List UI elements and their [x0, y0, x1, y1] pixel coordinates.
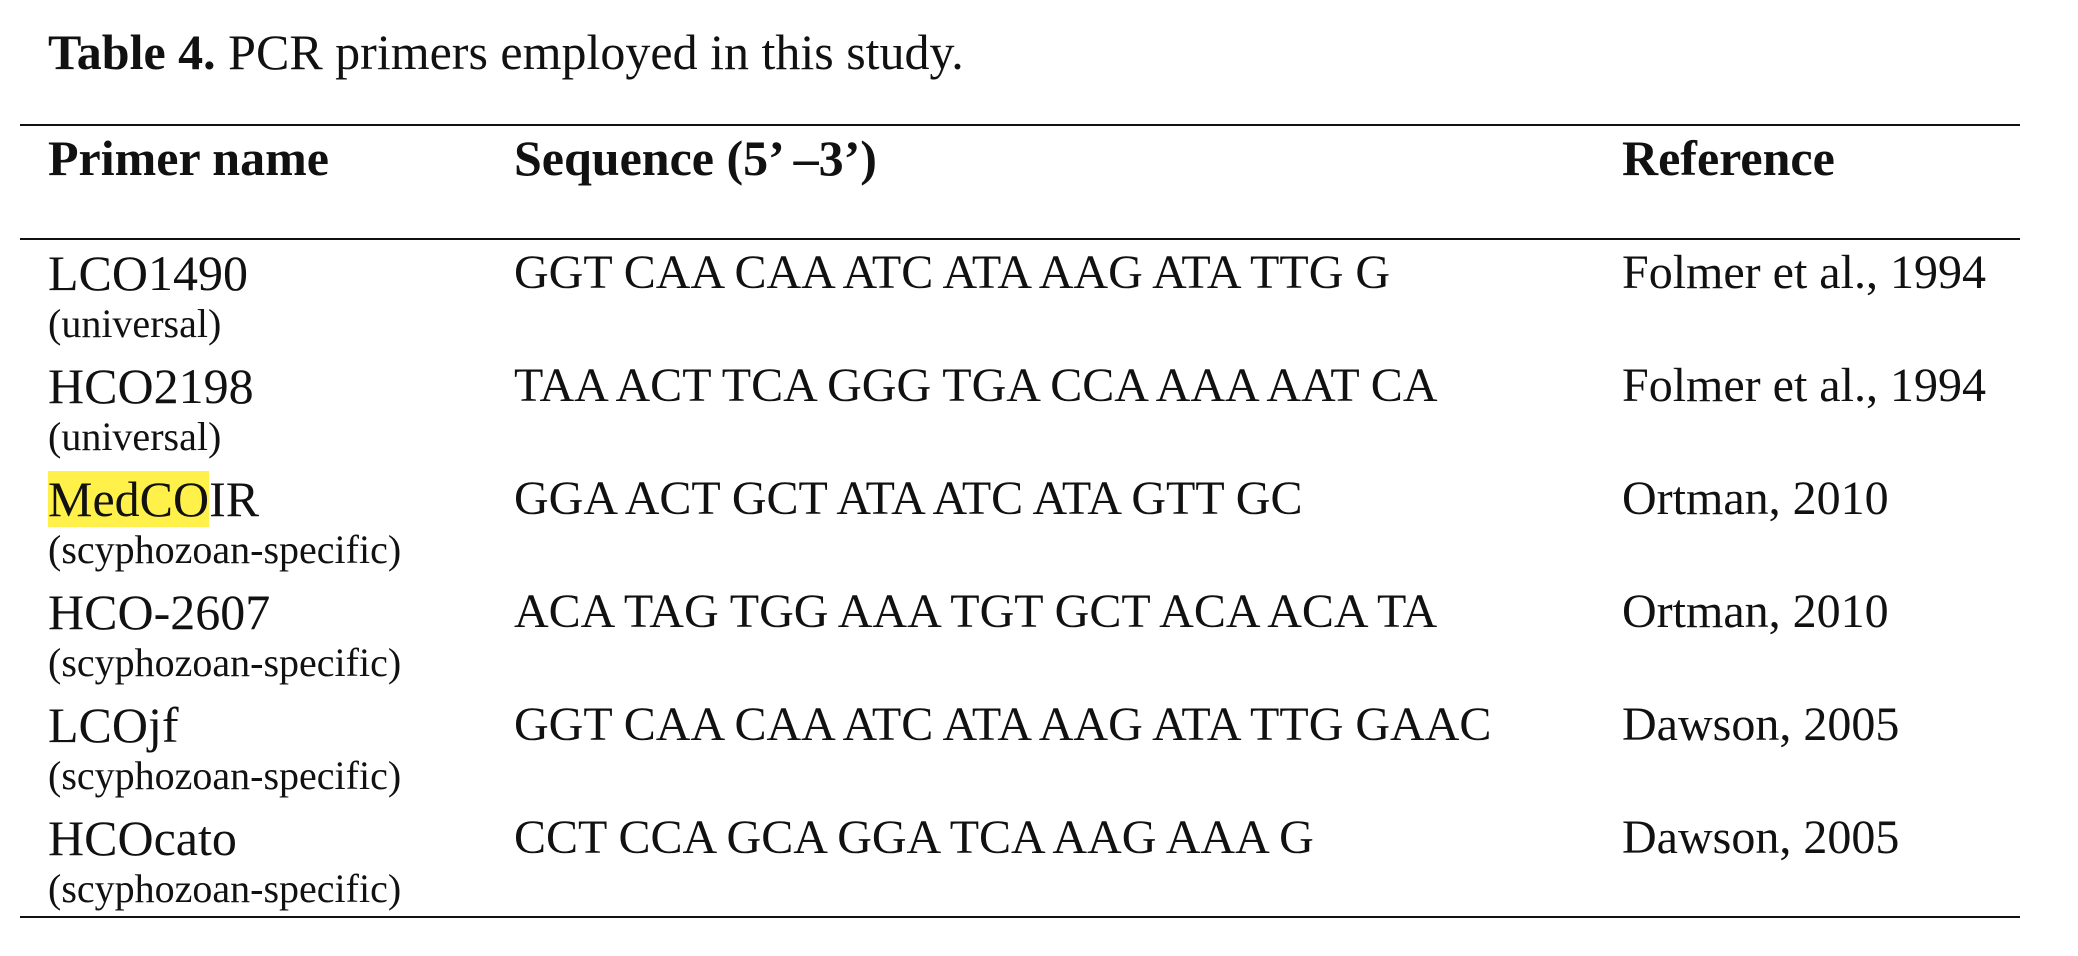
table-top-rule: [20, 124, 2020, 126]
primer-specificity: (scyphozoan-specific): [48, 866, 402, 911]
table-caption: Table 4. PCR primers employed in this st…: [48, 22, 964, 82]
primer-sequence: TAA ACT TCA GGG TGA CCA AAA AAT CA: [514, 359, 1438, 412]
primer-sequence: CCT CCA GCA GGA TCA AAG AAA G: [514, 811, 1314, 864]
primer-name: HCO2198: [48, 358, 254, 414]
primer-reference: Dawson, 2005: [1622, 698, 1900, 751]
table-caption-label: Table 4.: [48, 24, 216, 80]
primer-sequence: GGT CAA CAA ATC ATA AAG ATA TTG GAAC: [514, 698, 1492, 751]
primer-name-cell: HCO-2607 (scyphozoan-specific): [48, 583, 401, 687]
header-reference: Reference: [1622, 130, 1835, 186]
primer-name: MedCOIR: [48, 471, 260, 527]
header-sequence: Sequence (5’ –3’): [514, 130, 877, 186]
primer-sequence: ACA TAG TGG AAA TGT GCT ACA ACA TA: [514, 585, 1438, 638]
primer-reference: Folmer et al., 1994: [1622, 359, 1986, 412]
table-row: LCOjf (scyphozoan-specific) GGT CAA CAA …: [0, 696, 2078, 809]
table-bottom-rule: [20, 916, 2020, 918]
primer-reference: Ortman, 2010: [1622, 585, 1889, 638]
primer-reference: Ortman, 2010: [1622, 472, 1889, 525]
primer-sequence: GGT CAA CAA ATC ATA AAG ATA TTG G: [514, 246, 1391, 299]
primer-name: HCO-2607: [48, 584, 271, 640]
table-caption-text: PCR primers employed in this study.: [215, 24, 964, 80]
primer-specificity: (scyphozoan-specific): [48, 753, 402, 798]
header-primer-name: Primer name: [48, 130, 329, 186]
table-row: HCO2198 (universal) TAA ACT TCA GGG TGA …: [0, 357, 2078, 470]
table-row: MedCOIR (scyphozoan-specific) GGA ACT GC…: [0, 470, 2078, 583]
table-row: HCO-2607 (scyphozoan-specific) ACA TAG T…: [0, 583, 2078, 696]
table-header-rule: [20, 238, 2020, 240]
primer-sequence: GGA ACT GCT ATA ATC ATA GTT GC: [514, 472, 1303, 525]
primer-name: LCO1490: [48, 245, 248, 301]
highlighted-text: MedCO: [48, 471, 210, 527]
primer-specificity: (scyphozoan-specific): [48, 640, 402, 685]
primer-name-cell: HCO2198 (universal): [48, 357, 254, 461]
primer-specificity: (universal): [48, 414, 222, 459]
primer-name: HCOcato: [48, 810, 237, 866]
primer-name-cell: MedCOIR (scyphozoan-specific): [48, 470, 401, 574]
primer-specificity: (scyphozoan-specific): [48, 527, 402, 572]
primer-name-cell: LCOjf (scyphozoan-specific): [48, 696, 401, 800]
primer-reference: Dawson, 2005: [1622, 811, 1900, 864]
primer-name-cell: HCOcato (scyphozoan-specific): [48, 809, 401, 913]
primer-name-cell: LCO1490 (universal): [48, 244, 248, 348]
primer-name: LCOjf: [48, 697, 179, 753]
primer-specificity: (universal): [48, 301, 222, 346]
table-row: HCOcato (scyphozoan-specific) CCT CCA GC…: [0, 809, 2078, 922]
table-row: LCO1490 (universal) GGT CAA CAA ATC ATA …: [0, 244, 2078, 357]
primer-reference: Folmer et al., 1994: [1622, 246, 1986, 299]
